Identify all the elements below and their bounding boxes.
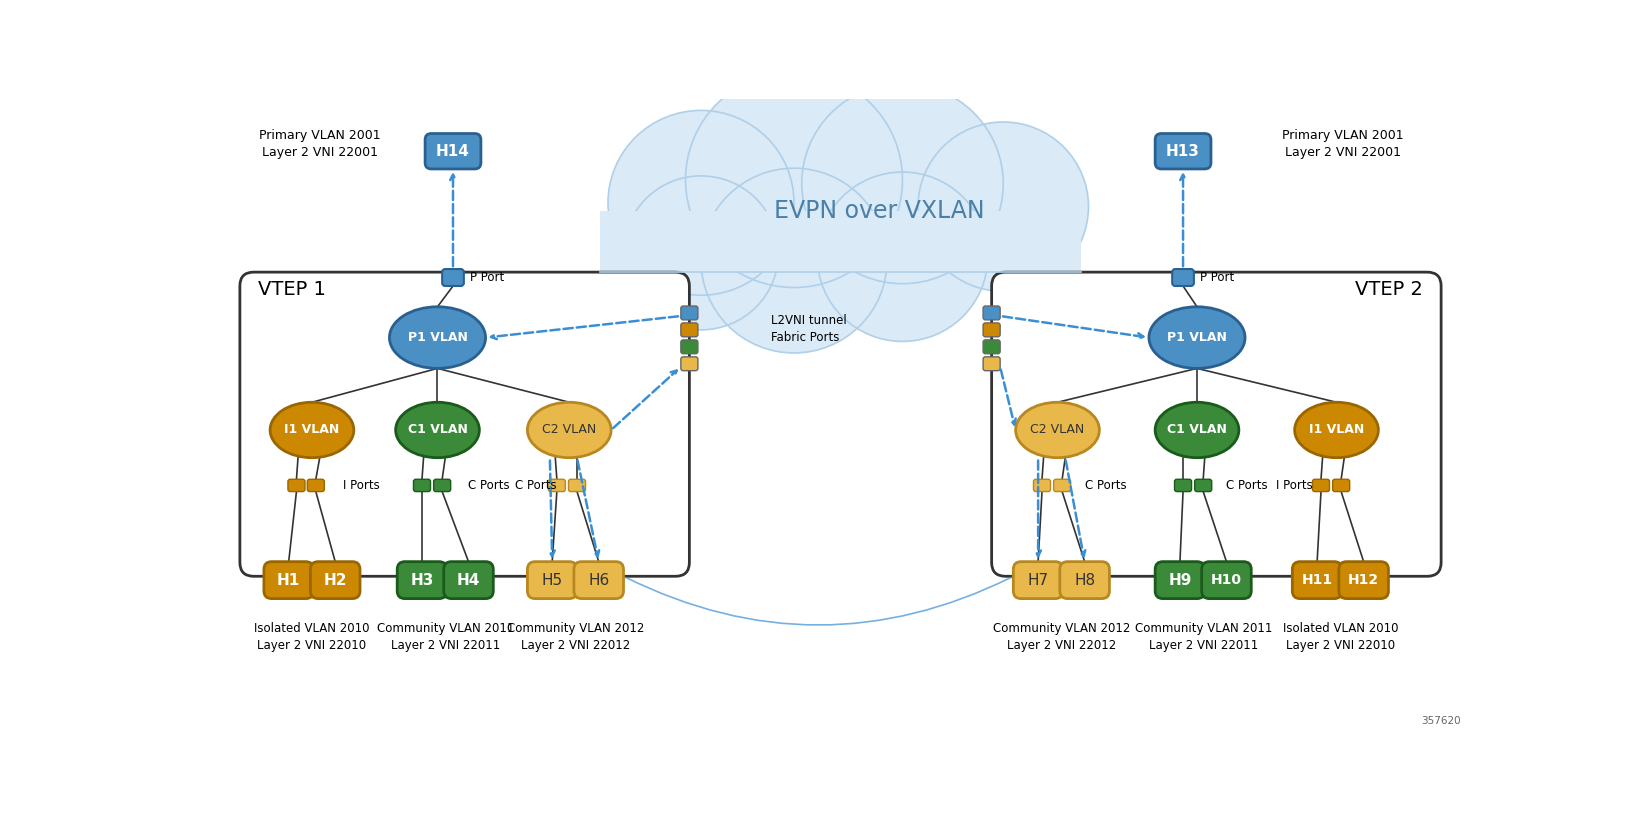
Text: H6: H6: [588, 573, 610, 588]
Text: H3: H3: [410, 573, 433, 588]
Text: Fabric Ports: Fabric Ports: [770, 331, 839, 344]
FancyBboxPatch shape: [1174, 480, 1192, 492]
FancyBboxPatch shape: [425, 133, 480, 169]
FancyBboxPatch shape: [1033, 480, 1051, 492]
Text: VTEP 1: VTEP 1: [257, 280, 326, 299]
Ellipse shape: [395, 402, 479, 457]
Text: C Ports: C Ports: [469, 479, 510, 492]
FancyBboxPatch shape: [982, 306, 1000, 320]
Text: H4: H4: [457, 573, 480, 588]
FancyBboxPatch shape: [574, 562, 623, 598]
Text: I Ports: I Ports: [1275, 479, 1311, 492]
Text: C2 VLAN: C2 VLAN: [1029, 424, 1083, 437]
FancyBboxPatch shape: [547, 480, 565, 492]
Text: H14: H14: [436, 143, 470, 159]
Ellipse shape: [270, 402, 354, 457]
Text: H7: H7: [1028, 573, 1047, 588]
Text: VTEP 2: VTEP 2: [1354, 280, 1423, 299]
Text: H1: H1: [277, 573, 300, 588]
FancyBboxPatch shape: [528, 562, 577, 598]
Circle shape: [918, 122, 1088, 292]
Text: Isolated VLAN 2010
Layer 2 VNI 22010: Isolated VLAN 2010 Layer 2 VNI 22010: [254, 622, 369, 653]
FancyBboxPatch shape: [1059, 562, 1108, 598]
Text: EVPN over VXLAN: EVPN over VXLAN: [774, 199, 983, 222]
FancyBboxPatch shape: [288, 480, 305, 492]
Text: C2 VLAN: C2 VLAN: [543, 424, 597, 437]
Ellipse shape: [1015, 402, 1098, 457]
FancyBboxPatch shape: [680, 323, 698, 337]
FancyArrowPatch shape: [626, 578, 1010, 625]
Ellipse shape: [388, 307, 485, 368]
FancyBboxPatch shape: [680, 306, 698, 320]
Text: Isolated VLAN 2010
Layer 2 VNI 22010: Isolated VLAN 2010 Layer 2 VNI 22010: [1282, 622, 1398, 653]
Text: H10: H10: [1210, 574, 1241, 588]
Text: L2VNI tunnel: L2VNI tunnel: [770, 314, 846, 327]
FancyBboxPatch shape: [680, 357, 698, 371]
Text: Primary VLAN 2001
Layer 2 VNI 22001: Primary VLAN 2001 Layer 2 VNI 22001: [1282, 129, 1403, 158]
FancyBboxPatch shape: [310, 562, 361, 598]
Text: H11: H11: [1301, 574, 1333, 588]
Circle shape: [623, 176, 779, 330]
Text: P Port: P Port: [1200, 271, 1234, 284]
Ellipse shape: [1293, 402, 1377, 457]
FancyBboxPatch shape: [1154, 562, 1205, 598]
Text: 357620: 357620: [1419, 716, 1460, 726]
FancyBboxPatch shape: [1172, 269, 1193, 286]
FancyBboxPatch shape: [1154, 133, 1210, 169]
FancyBboxPatch shape: [1337, 562, 1388, 598]
Text: H12: H12: [1347, 574, 1378, 588]
FancyBboxPatch shape: [600, 210, 1080, 272]
Text: H2: H2: [323, 573, 347, 588]
Text: I1 VLAN: I1 VLAN: [284, 424, 339, 437]
Text: I1 VLAN: I1 VLAN: [1308, 424, 1364, 437]
FancyBboxPatch shape: [569, 480, 585, 492]
Text: H5: H5: [541, 573, 562, 588]
FancyBboxPatch shape: [992, 272, 1441, 576]
Text: C Ports: C Ports: [1226, 479, 1267, 492]
Text: C Ports: C Ports: [1083, 479, 1126, 492]
FancyBboxPatch shape: [1193, 480, 1211, 492]
Text: P1 VLAN: P1 VLAN: [408, 331, 467, 344]
Text: I Ports: I Ports: [343, 479, 380, 492]
Circle shape: [608, 110, 793, 295]
FancyBboxPatch shape: [680, 339, 698, 353]
Circle shape: [816, 172, 987, 341]
FancyBboxPatch shape: [444, 562, 493, 598]
FancyBboxPatch shape: [239, 272, 688, 576]
FancyBboxPatch shape: [1292, 562, 1341, 598]
Text: C Ports: C Ports: [515, 479, 556, 492]
FancyBboxPatch shape: [982, 323, 1000, 337]
Text: Primary VLAN 2001
Layer 2 VNI 22001: Primary VLAN 2001 Layer 2 VNI 22001: [259, 129, 380, 158]
Text: C1 VLAN: C1 VLAN: [408, 424, 467, 437]
FancyBboxPatch shape: [306, 480, 325, 492]
FancyBboxPatch shape: [1333, 480, 1349, 492]
Text: Community VLAN 2011
Layer 2 VNI 22011: Community VLAN 2011 Layer 2 VNI 22011: [377, 622, 513, 653]
Text: C1 VLAN: C1 VLAN: [1167, 424, 1226, 437]
FancyBboxPatch shape: [1013, 562, 1062, 598]
Text: P1 VLAN: P1 VLAN: [1167, 331, 1226, 344]
Text: P Port: P Port: [470, 271, 505, 284]
FancyBboxPatch shape: [1052, 480, 1070, 492]
Text: Community VLAN 2011
Layer 2 VNI 22011: Community VLAN 2011 Layer 2 VNI 22011: [1134, 622, 1272, 653]
FancyBboxPatch shape: [397, 562, 446, 598]
Text: H13: H13: [1165, 143, 1200, 159]
FancyBboxPatch shape: [264, 562, 313, 598]
Text: H8: H8: [1074, 573, 1095, 588]
Circle shape: [801, 83, 1003, 283]
FancyBboxPatch shape: [1201, 562, 1251, 598]
FancyBboxPatch shape: [443, 269, 464, 286]
FancyBboxPatch shape: [413, 480, 431, 492]
Text: H9: H9: [1167, 573, 1192, 588]
FancyBboxPatch shape: [433, 480, 451, 492]
Text: Community VLAN 2012
Layer 2 VNI 22012: Community VLAN 2012 Layer 2 VNI 22012: [992, 622, 1129, 653]
Text: Community VLAN 2012
Layer 2 VNI 22012: Community VLAN 2012 Layer 2 VNI 22012: [506, 622, 644, 653]
Ellipse shape: [1149, 307, 1244, 368]
Circle shape: [700, 168, 887, 353]
FancyBboxPatch shape: [982, 339, 1000, 353]
Circle shape: [685, 72, 901, 288]
FancyBboxPatch shape: [982, 357, 1000, 371]
Ellipse shape: [1154, 402, 1237, 457]
Ellipse shape: [528, 402, 611, 457]
FancyBboxPatch shape: [1311, 480, 1329, 492]
